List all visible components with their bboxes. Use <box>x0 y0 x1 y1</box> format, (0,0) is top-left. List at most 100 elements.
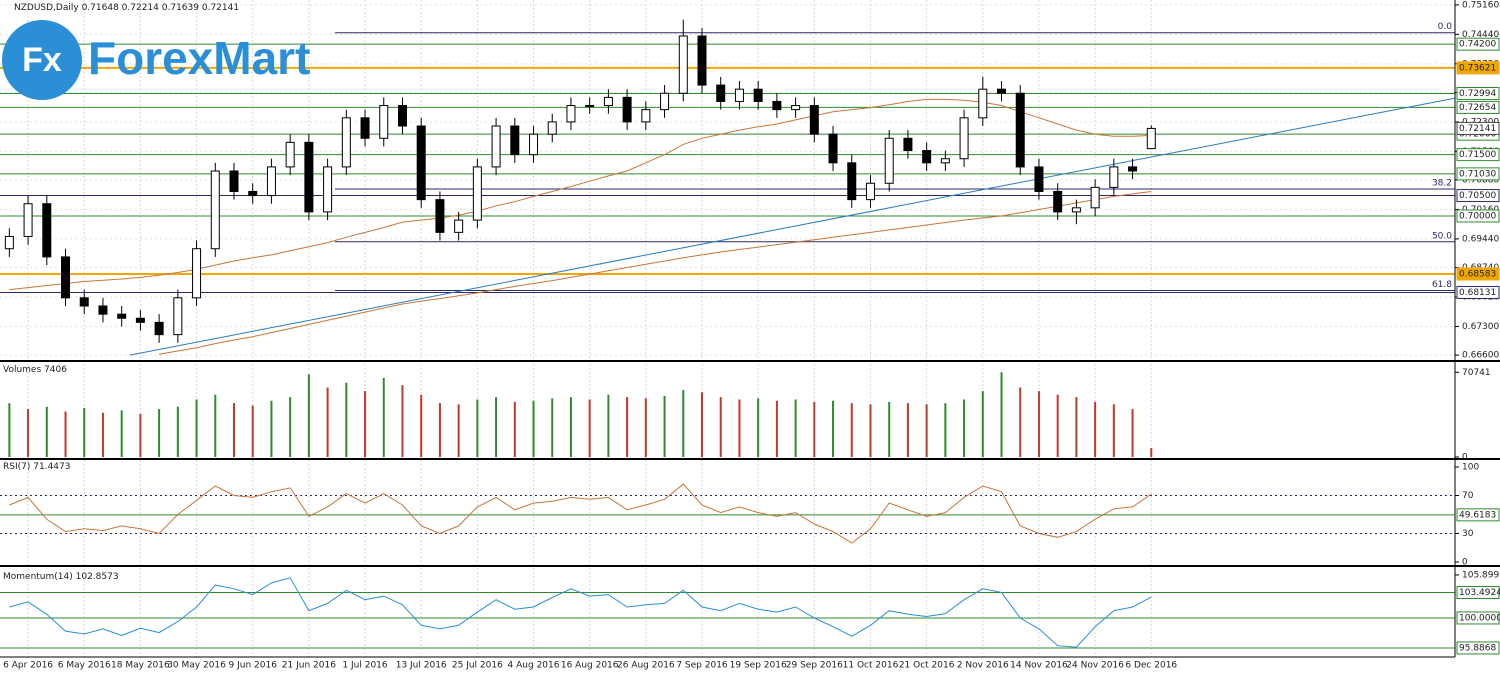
last-low: 0.71639 <box>162 3 199 13</box>
candle-body <box>1034 166 1044 192</box>
price-label: 0.72141 <box>1459 124 1496 134</box>
y-tick-label: 0.75160 <box>1462 0 1499 10</box>
candle-body <box>435 199 445 233</box>
level-label: 0.72994 <box>1459 89 1496 99</box>
candle-body <box>678 35 688 94</box>
x-tick-label: 21 Jun 2016 <box>282 661 336 671</box>
candle-body <box>791 105 801 111</box>
candle-body <box>266 166 276 197</box>
y-tick-label: 30 <box>1462 529 1474 539</box>
y-tick-label: 105.8993 <box>1462 570 1500 580</box>
level-label-box <box>1456 148 1500 162</box>
candle-body <box>4 235 14 250</box>
moving-average <box>159 191 1152 355</box>
logo-circle <box>2 20 82 100</box>
x-tick-label: 19 Sep 2016 <box>730 661 787 671</box>
candle-body <box>98 305 108 315</box>
candle-body <box>865 182 875 201</box>
symbol-header: NZDUSD,Daily 0.71648 0.72214 0.71639 0.7… <box>14 3 239 13</box>
candle-body <box>697 35 707 86</box>
last-high: 0.72214 <box>122 3 159 13</box>
logo: Fx ForexMart <box>2 20 310 100</box>
candle-body <box>716 84 726 102</box>
x-tick-label: 24 Nov 2016 <box>1066 661 1124 671</box>
level-label-box <box>1456 167 1500 181</box>
indicator-line <box>9 577 1152 648</box>
x-tick-label: 6 May 2016 <box>58 661 111 671</box>
candle-body <box>79 297 89 307</box>
candle-body <box>1146 127 1156 150</box>
candle-body <box>997 88 1007 94</box>
candle-body <box>117 313 127 319</box>
x-tick-label: 7 Sep 2016 <box>676 661 728 671</box>
candle-body <box>828 133 838 164</box>
candle-body <box>192 248 202 299</box>
candle-body <box>1128 166 1138 172</box>
trendline <box>129 97 1455 356</box>
level-label-box <box>1456 87 1500 101</box>
x-tick-label: 26 Aug 2016 <box>617 661 675 671</box>
level-label: 49.6183 <box>1459 510 1496 520</box>
candle-body <box>491 125 501 168</box>
level-label: 0.68583 <box>1459 269 1496 279</box>
candle-body <box>304 141 314 213</box>
candle-body <box>42 203 52 258</box>
candle-body <box>61 256 71 299</box>
level-label: 0.71500 <box>1459 150 1496 160</box>
volume-last: 7406 <box>44 365 67 375</box>
candle-body <box>1109 166 1119 188</box>
level-label: 0.70000 <box>1459 212 1496 222</box>
candle-body <box>1015 92 1025 168</box>
candle-body <box>173 297 183 336</box>
x-tick-label: 2 Nov 2016 <box>957 661 1009 671</box>
fib-label: 0.0 <box>1438 22 1453 32</box>
candle-body <box>510 125 520 156</box>
x-tick-label: 13 Jul 2016 <box>396 661 447 671</box>
y-tick-label: 0.70880 <box>1462 176 1499 186</box>
plot-layer: 0.0 38.2 50.0 61.8 <box>0 19 1455 649</box>
x-tick-label: 29 Sep 2016 <box>786 661 843 671</box>
candle-body <box>884 137 894 184</box>
x-tick-label: 4 Aug 2016 <box>508 661 560 671</box>
y-tick-label: 0 <box>1462 558 1468 568</box>
symbol-title: NZDUSD,Daily <box>14 3 79 13</box>
level-label-box <box>1456 585 1500 599</box>
panel-title: RSI(7) 71.4473 <box>3 462 70 472</box>
level-label: 0.68131 <box>1459 288 1496 298</box>
candle-body <box>248 190 258 197</box>
candle-body <box>1071 207 1081 213</box>
x-tick-label: 6 Apr 2016 <box>3 661 53 671</box>
level-label: 0.70500 <box>1459 191 1496 201</box>
level-label-box <box>1456 285 1500 299</box>
rsi-title: RSI(7) <box>3 462 30 472</box>
y-tick-label: 70 <box>1462 491 1474 501</box>
grid-layer <box>0 0 1455 657</box>
level-label: 0.71030 <box>1459 169 1496 179</box>
level-label-box <box>1456 641 1500 655</box>
candle-body <box>341 117 351 168</box>
level-label-box <box>1456 61 1500 75</box>
level-label-box <box>1456 189 1500 203</box>
candle-body <box>154 321 164 336</box>
y-tick-label: 0.69440 <box>1462 234 1499 244</box>
candle-body <box>734 88 744 102</box>
candle-body <box>360 117 370 139</box>
candle-body <box>940 158 950 164</box>
momentum-last: 102.8573 <box>76 572 119 582</box>
last-open: 0.71648 <box>82 3 119 13</box>
candle-body <box>1053 190 1063 213</box>
panel-title: Momentum(14) 102.8573 <box>3 572 119 582</box>
candle-body <box>229 170 239 192</box>
candle-body <box>660 92 670 111</box>
candle-body <box>1090 186 1100 209</box>
candle-body <box>959 117 969 160</box>
candle-body <box>753 88 763 102</box>
fib-label: 38.2 <box>1432 179 1452 189</box>
candle-body <box>585 105 595 108</box>
y-tick-label: 0 <box>1462 453 1468 463</box>
fib-label: 61.8 <box>1432 280 1452 290</box>
y-tick-label: 100 <box>1462 463 1479 473</box>
price-box <box>1456 121 1500 135</box>
